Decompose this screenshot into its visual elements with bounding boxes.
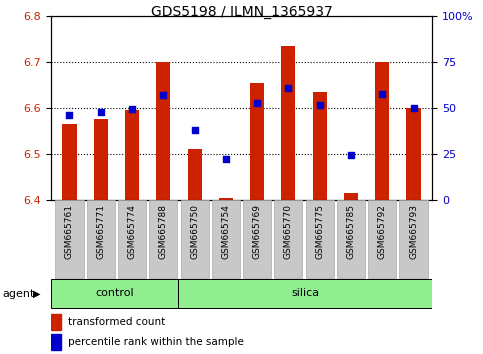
Text: GSM665788: GSM665788 — [159, 204, 168, 259]
FancyBboxPatch shape — [118, 200, 146, 278]
Point — [378, 91, 386, 97]
Text: GSM665770: GSM665770 — [284, 204, 293, 259]
FancyBboxPatch shape — [149, 200, 177, 278]
Text: silica: silica — [291, 288, 319, 298]
Text: control: control — [95, 288, 134, 298]
FancyBboxPatch shape — [306, 200, 334, 278]
Bar — [125, 110, 139, 200]
FancyBboxPatch shape — [337, 200, 365, 278]
Bar — [282, 46, 296, 200]
Text: percentile rank within the sample: percentile rank within the sample — [68, 337, 244, 347]
FancyBboxPatch shape — [86, 200, 115, 278]
Text: ▶: ▶ — [33, 289, 41, 299]
Bar — [313, 92, 327, 200]
Text: GSM665792: GSM665792 — [378, 204, 387, 259]
Text: GDS5198 / ILMN_1365937: GDS5198 / ILMN_1365937 — [151, 5, 332, 19]
FancyBboxPatch shape — [399, 200, 427, 278]
Text: GSM665769: GSM665769 — [253, 204, 262, 259]
Point — [97, 109, 105, 114]
Bar — [156, 62, 170, 200]
Bar — [51, 334, 61, 350]
Bar — [51, 314, 61, 330]
Text: GSM665793: GSM665793 — [409, 204, 418, 259]
Text: GSM665785: GSM665785 — [346, 204, 355, 259]
Point — [410, 105, 417, 111]
Text: GSM665761: GSM665761 — [65, 204, 74, 259]
Bar — [344, 193, 358, 200]
Text: GSM665771: GSM665771 — [96, 204, 105, 259]
Bar — [219, 198, 233, 200]
FancyBboxPatch shape — [368, 200, 397, 278]
Bar — [375, 62, 389, 200]
Point — [253, 101, 261, 106]
Point — [347, 153, 355, 158]
Point — [284, 85, 292, 91]
Text: transformed count: transformed count — [68, 317, 165, 327]
Bar — [62, 124, 76, 200]
FancyBboxPatch shape — [181, 200, 209, 278]
FancyBboxPatch shape — [56, 200, 84, 278]
FancyBboxPatch shape — [178, 280, 432, 308]
Point — [222, 156, 230, 161]
Point — [66, 112, 73, 118]
Text: GSM665750: GSM665750 — [190, 204, 199, 259]
Bar — [407, 108, 421, 200]
FancyBboxPatch shape — [274, 200, 302, 278]
FancyBboxPatch shape — [243, 200, 271, 278]
Text: GSM665775: GSM665775 — [315, 204, 324, 259]
Point — [316, 102, 324, 108]
FancyBboxPatch shape — [212, 200, 240, 278]
Point — [128, 106, 136, 112]
Text: GSM665774: GSM665774 — [128, 204, 137, 259]
Text: agent: agent — [2, 289, 35, 299]
Bar — [187, 149, 201, 200]
Bar — [94, 120, 108, 200]
FancyBboxPatch shape — [51, 280, 178, 308]
Text: GSM665754: GSM665754 — [221, 204, 230, 259]
Point — [191, 127, 199, 133]
Point — [159, 92, 167, 98]
Bar — [250, 83, 264, 200]
